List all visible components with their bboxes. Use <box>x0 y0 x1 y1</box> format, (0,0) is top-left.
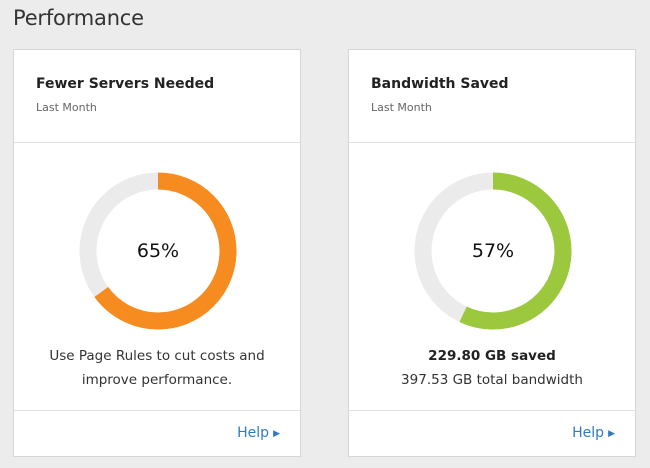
page-title: Performance <box>13 6 144 30</box>
caret-right-icon: ▶ <box>273 429 280 439</box>
help-link[interactable]: Help ▶ <box>237 425 280 441</box>
bandwidth-saved-card: Bandwidth Saved Last Month 57% 229.80 GB… <box>348 49 636 457</box>
bandwidth-saved-amount: 229.80 GB saved <box>428 348 556 364</box>
fewer-servers-card: Fewer Servers Needed Last Month 65% Use … <box>13 49 301 457</box>
donut-percent-label: 65% <box>136 240 180 262</box>
help-label: Help <box>237 425 270 441</box>
help-link[interactable]: Help ▶ <box>572 425 615 441</box>
description-line-2: improve performance. <box>81 372 233 388</box>
help-label: Help <box>572 425 605 441</box>
caret-right-icon: ▶ <box>608 429 615 439</box>
card-title: Fewer Servers Needed <box>36 76 215 92</box>
card-footer: Help ▶ <box>349 410 635 458</box>
card-header: Bandwidth Saved Last Month <box>349 50 635 143</box>
bandwidth-donut-chart: 57% <box>413 171 573 331</box>
donut-percent-label: 57% <box>471 240 515 262</box>
card-description: 229.80 GB saved 397.53 GB total bandwidt… <box>349 344 635 392</box>
donut-progress-arc <box>79 172 237 330</box>
donut-progress-arc <box>414 172 572 330</box>
card-description: Use Page Rules to cut costs and improve … <box>14 344 300 392</box>
card-header: Fewer Servers Needed Last Month <box>14 50 300 143</box>
bandwidth-total: 397.53 GB total bandwidth <box>401 372 583 388</box>
description-line-1: Use Page Rules to cut costs and <box>49 348 265 364</box>
card-subtitle: Last Month <box>36 101 97 114</box>
servers-donut-chart: 65% <box>78 171 238 331</box>
card-title: Bandwidth Saved <box>371 76 509 92</box>
card-footer: Help ▶ <box>14 410 300 458</box>
card-subtitle: Last Month <box>371 101 432 114</box>
